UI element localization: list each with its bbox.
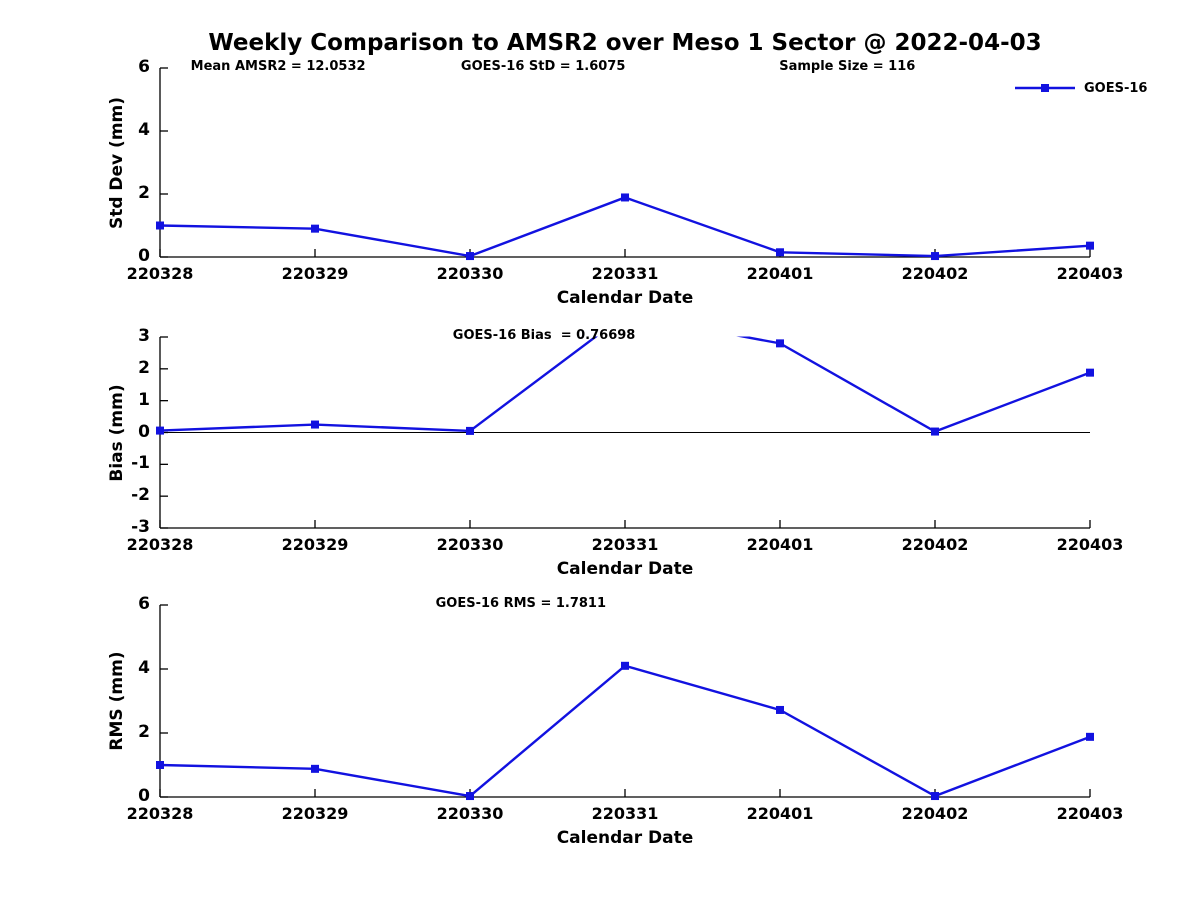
y-tick-label: 6: [138, 57, 150, 77]
y-tick-label: 6: [138, 594, 150, 614]
y-tick-label: -3: [131, 517, 150, 537]
data-point-marker: [776, 339, 784, 348]
x-tick-label: 220403: [1056, 264, 1124, 283]
data-point-marker: [156, 761, 164, 769]
legend-line-marker-icon: [1015, 84, 1075, 92]
x-tick-label: 220328: [126, 804, 194, 823]
y-tick-label: 2: [138, 183, 150, 203]
x-tick-label: 220403: [1056, 804, 1124, 823]
y-tick-label: 2: [138, 357, 150, 378]
data-point-marker: [621, 311, 629, 319]
x-axis-title: Calendar Date: [556, 288, 694, 308]
y-tick-label: 4: [138, 658, 150, 678]
x-tick-label: 220402: [901, 535, 969, 554]
x-tick-label: 220403: [1056, 535, 1124, 554]
data-point-marker: [776, 248, 784, 257]
x-tick-label: 220329: [281, 804, 349, 823]
series-line: [159, 664, 1091, 798]
y-tick-label: 2: [138, 722, 150, 742]
x-axis-title: Calendar Date: [556, 828, 694, 848]
data-point-marker: [1086, 732, 1094, 741]
data-point-marker: [311, 420, 319, 429]
data-point-marker: [931, 427, 939, 436]
plot-annotation: Sample Size = 116: [779, 59, 916, 74]
x-axis-title: Calendar Date: [556, 559, 694, 579]
x-tick-label: 220402: [901, 804, 969, 823]
x-tick-label: 220401: [746, 264, 814, 283]
plot-annotation: GOES-16 RMS = 1.7811: [435, 596, 607, 611]
x-tick-label: 220330: [436, 804, 504, 823]
x-tick-label: 220330: [436, 535, 504, 554]
y-tick-label: -2: [131, 485, 150, 506]
x-tick-label: 220402: [901, 264, 969, 283]
data-point-marker: [621, 661, 629, 670]
y-tick-label: 0: [138, 421, 150, 442]
y-tick-label: 4: [138, 120, 150, 140]
data-point-marker: [466, 426, 474, 435]
y-tick-label: 3: [138, 326, 150, 346]
data-point-marker: [1086, 241, 1094, 250]
data-point-marker: [311, 764, 319, 773]
plot-annotation: GOES-16 StD = 1.6075: [460, 59, 626, 74]
x-tick-label: 220331: [591, 535, 659, 554]
plot-annotation: GOES-16 Bias = 0.76698: [452, 328, 636, 343]
y-axis-title: RMS (mm): [107, 651, 127, 751]
x-tick-label: 220401: [746, 535, 814, 554]
legend-label: GOES-16: [1084, 80, 1148, 96]
x-tick-label: 220331: [591, 264, 659, 283]
series-line: [159, 196, 1091, 258]
y-tick-label: 1: [138, 389, 150, 410]
x-tick-label: 220329: [281, 264, 349, 283]
y-axis-title: Bias (mm): [107, 383, 127, 482]
data-point-marker: [311, 224, 319, 233]
data-point-marker: [466, 252, 474, 261]
data-point-marker: [1086, 368, 1094, 377]
x-tick-label: 220330: [436, 264, 504, 283]
y-tick-label: 0: [138, 786, 150, 806]
x-tick-label: 220328: [126, 264, 194, 283]
figure-title: Weekly Comparison to AMSR2 over Meso 1 S…: [208, 30, 1042, 56]
data-point-marker: [931, 252, 939, 261]
data-point-marker: [776, 705, 784, 714]
x-tick-label: 220329: [281, 535, 349, 554]
data-point-marker: [621, 193, 629, 202]
x-tick-label: 220401: [746, 804, 814, 823]
legend: GOES-16: [1014, 80, 1147, 96]
plot-annotation: Mean AMSR2 = 12.0532: [190, 59, 366, 74]
x-tick-label: 220331: [591, 804, 659, 823]
y-tick-label: -1: [131, 453, 150, 474]
y-axis-title: Std Dev (mm): [107, 96, 127, 229]
data-point-marker: [156, 221, 164, 230]
data-point-marker: [931, 792, 939, 801]
data-point-marker: [466, 792, 474, 801]
data-point-marker: [156, 426, 164, 435]
y-tick-label: 0: [138, 246, 150, 266]
x-tick-label: 220328: [126, 535, 194, 554]
